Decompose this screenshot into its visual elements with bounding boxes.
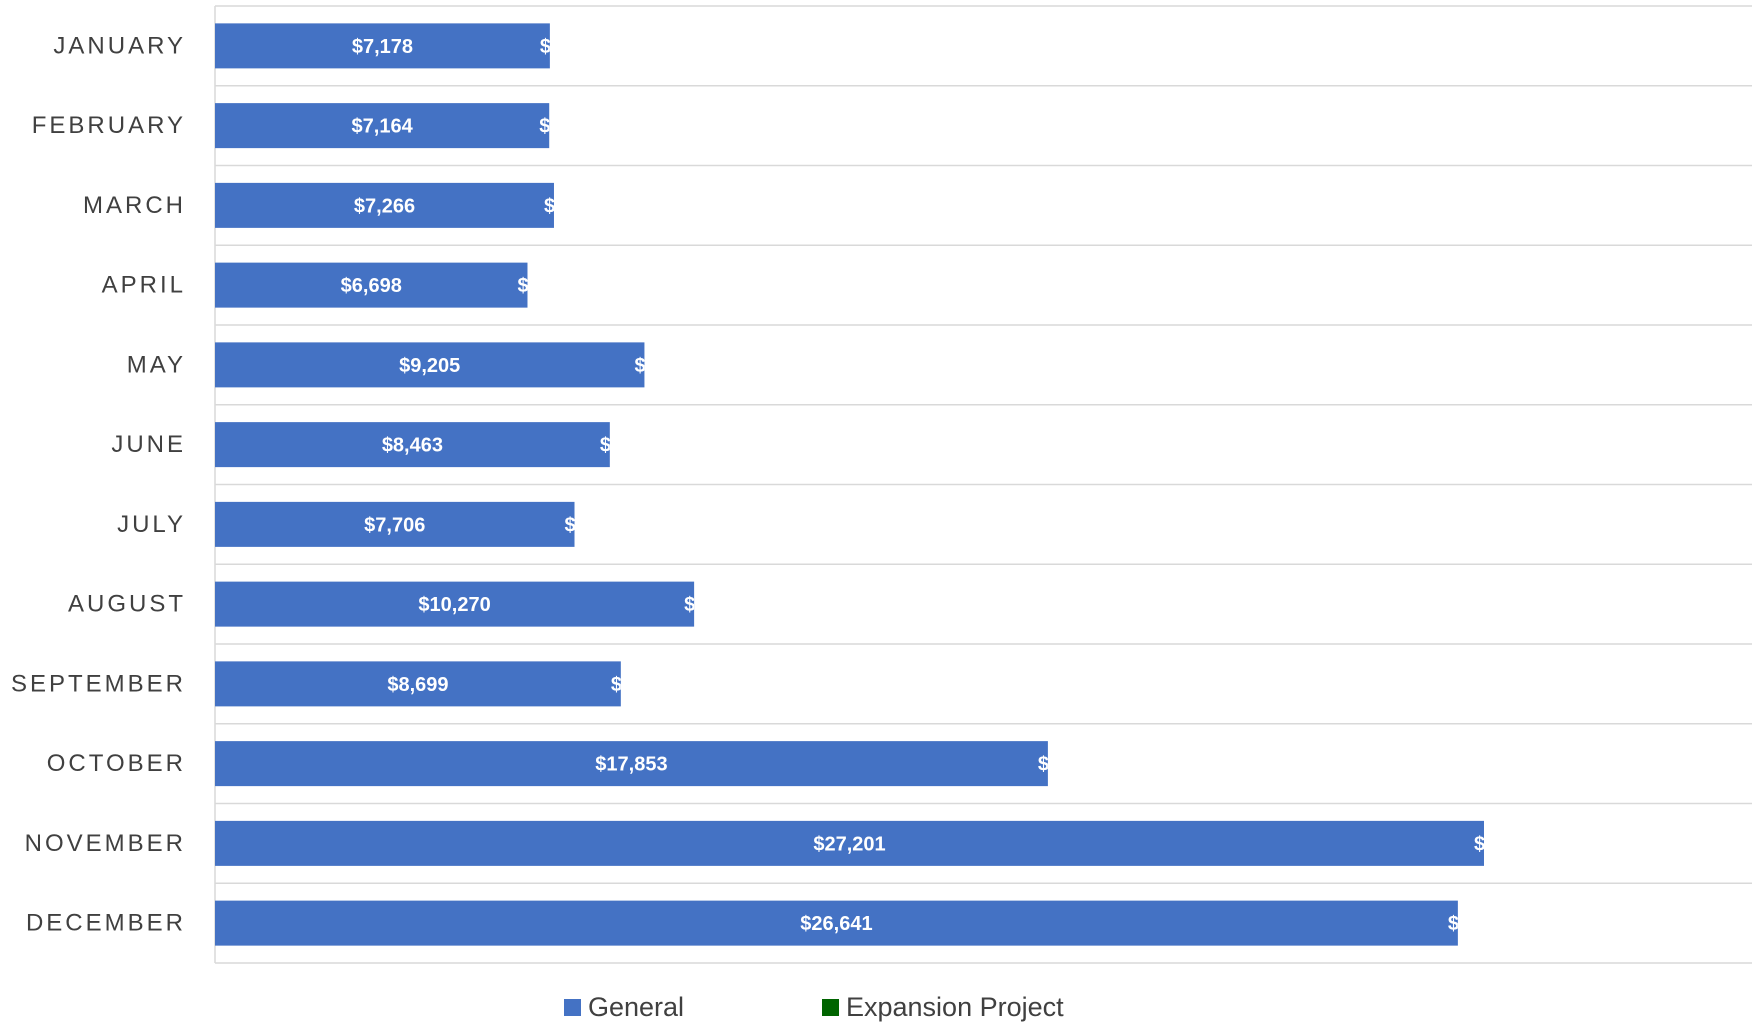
data-label-general: $8,463 <box>382 435 443 457</box>
bar-general <box>215 422 610 468</box>
category-label: MARCH <box>83 192 186 219</box>
bar-general <box>215 501 575 547</box>
data-label-general: $26,641 <box>800 913 872 935</box>
data-label-general: $7,164 <box>352 116 414 138</box>
data-label-expansion-project: $ <box>544 195 555 217</box>
data-label-expansion-project: $ <box>1448 913 1459 935</box>
category-label: SEPTEMBER <box>11 670 186 697</box>
data-label-general: $7,178 <box>352 36 413 58</box>
data-label-expansion-project: $ <box>611 674 622 696</box>
bar-general <box>215 23 550 69</box>
data-label-expansion-project: $ <box>540 36 551 58</box>
category-label: NOVEMBER <box>25 830 186 857</box>
bar-general <box>215 103 550 149</box>
legend-swatch-expansion-project <box>822 999 839 1016</box>
bar-general <box>215 900 1458 946</box>
legend-label-general: General <box>588 992 685 1022</box>
category-label: AUGUST <box>68 591 186 618</box>
data-label-expansion-project: $ <box>1038 754 1049 776</box>
data-label-general: $27,201 <box>813 833 885 855</box>
data-label-general: $8,699 <box>387 674 448 696</box>
legend-item-expansion-project: Expansion Project <box>822 992 1064 1023</box>
data-label-general: $17,853 <box>595 754 667 776</box>
legend-item-general: General <box>564 992 684 1023</box>
data-label-expansion-project: $ <box>539 116 550 138</box>
legend-swatch-general <box>564 999 581 1016</box>
data-label-general: $10,270 <box>418 594 490 616</box>
category-label: DECEMBER <box>26 910 186 937</box>
category-label: FEBRUARY <box>32 112 186 139</box>
bar-general <box>215 661 621 707</box>
bars <box>215 23 1484 946</box>
grid-lines <box>214 5 1752 964</box>
legend-label-expansion-project: Expansion Project <box>846 992 1064 1022</box>
category-label: JULY <box>117 511 186 538</box>
bar-general <box>215 342 645 388</box>
category-label: APRIL <box>102 272 186 299</box>
data-label-general: $7,706 <box>364 514 425 536</box>
legend: General Expansion Project <box>0 992 1752 1028</box>
data-label-expansion-project: $ <box>565 514 576 536</box>
data-label-general: $6,698 <box>341 275 402 297</box>
data-label-expansion-project: $ <box>634 355 645 377</box>
data-label-general: $7,266 <box>354 195 415 217</box>
bar-general <box>215 262 528 308</box>
data-label-expansion-project: $ <box>1474 833 1485 855</box>
bar-general <box>215 182 554 228</box>
category-label: JUNE <box>111 431 186 458</box>
category-label: OCTOBER <box>47 750 186 777</box>
labels: JANUARY $7,178 $ FEBRUARY $7,164 $ MARCH $7,266… <box>11 32 1485 937</box>
bar-general <box>215 581 695 627</box>
bar-general <box>215 820 1484 866</box>
data-label-general: $9,205 <box>399 355 460 377</box>
bar-chart: JANUARY $7,178 $ FEBRUARY $7,164 $ MARCH $7,266… <box>11 5 1752 964</box>
bar-general <box>215 741 1048 787</box>
data-label-expansion-project: $ <box>684 594 695 616</box>
data-label-expansion-project: $ <box>517 275 528 297</box>
category-label: MAY <box>127 351 186 378</box>
data-label-expansion-project: $ <box>600 435 611 457</box>
category-label: JANUARY <box>53 32 186 59</box>
